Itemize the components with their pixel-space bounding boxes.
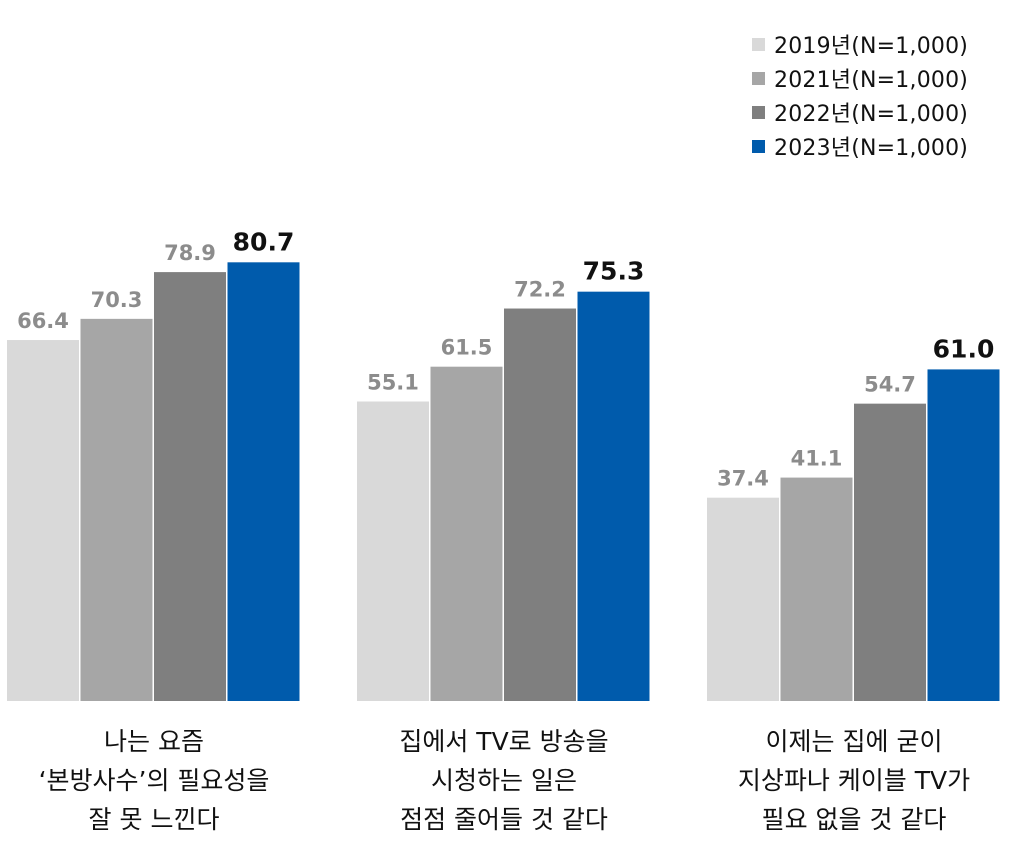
value-label-2-series-1: 55.1	[367, 370, 419, 394]
bar-2-series-3	[504, 308, 576, 701]
category-label-3-line-2: 지상파나 케이블 TV가	[737, 766, 971, 795]
value-label-1-series-4: 80.7	[233, 227, 295, 256]
bar-2-series-2	[430, 366, 503, 701]
legend-item-2021: 2021년(N=1,000)	[752, 61, 968, 95]
value-label-1-series-2: 70.3	[91, 288, 143, 312]
category-label-2: 집에서 TV로 방송을 시청하는 일은 점점 줄어들 것 같다	[334, 722, 674, 839]
category-label-2-line-2: 시청하는 일은	[431, 766, 577, 795]
legend-item-2022: 2022년(N=1,000)	[752, 95, 968, 129]
legend-swatch-2023	[752, 139, 765, 153]
legend-swatch-2022	[752, 105, 765, 119]
bar-1-series-3	[154, 272, 226, 701]
value-label-3-series-2: 41.1	[791, 447, 843, 471]
bar-2-series-1	[357, 401, 429, 701]
legend-label-2023: 2023년(N=1,000)	[774, 136, 969, 161]
bar-3-series-1	[707, 497, 779, 701]
category-label-3-line-3: 필요 없을 것 같다	[761, 805, 947, 834]
category-label-2-line-1: 집에서 TV로 방송을	[399, 727, 609, 756]
category-label-1-line-1: 나는 요즘	[104, 727, 204, 756]
category-label-3: 이제는 집에 굳이 지상파나 케이블 TV가 필요 없을 것 같다	[684, 722, 1024, 839]
value-label-2-series-2: 61.5	[441, 336, 493, 360]
legend-label-2021: 2021년(N=1,000)	[774, 68, 969, 93]
legend-item-2023: 2023년(N=1,000)	[752, 129, 968, 163]
value-label-2-series-4: 75.3	[583, 257, 645, 286]
value-label-1-series-1: 66.4	[17, 309, 69, 333]
bar-1-series-1	[7, 340, 79, 701]
bar-3-series-4	[927, 369, 1000, 701]
bar-3-series-3	[854, 403, 926, 701]
legend-swatch-2021	[752, 71, 765, 85]
value-label-2-series-3: 72.2	[514, 278, 566, 302]
bar-3-series-2	[780, 477, 853, 701]
legend-label-2022: 2022년(N=1,000)	[774, 102, 969, 127]
category-label-2-line-3: 점점 줄어들 것 같다	[400, 805, 608, 834]
bar-1-series-4	[227, 262, 300, 701]
category-label-1-line-2: ‘본방사수’의 필요성을	[38, 766, 270, 795]
value-label-3-series-4: 61.0	[933, 334, 995, 363]
legend: 2019년(N=1,000) 2021년(N=1,000) 2022년(N=1,…	[752, 27, 968, 163]
category-label-1-line-3: 잘 못 느낀다	[88, 805, 220, 834]
value-label-3-series-1: 37.4	[717, 467, 769, 491]
category-label-3-line-1: 이제는 집에 굳이	[765, 727, 943, 756]
bar-2-series-4	[577, 291, 650, 701]
bar-1-series-2	[80, 318, 153, 701]
legend-swatch-2019	[752, 37, 765, 51]
legend-item-2019: 2019년(N=1,000)	[752, 27, 968, 61]
category-label-1: 나는 요즘 ‘본방사수’의 필요성을 잘 못 느낀다	[0, 722, 324, 839]
value-label-3-series-3: 54.7	[864, 373, 916, 397]
value-label-1-series-3: 78.9	[164, 241, 216, 265]
legend-label-2019: 2019년(N=1,000)	[774, 34, 969, 59]
